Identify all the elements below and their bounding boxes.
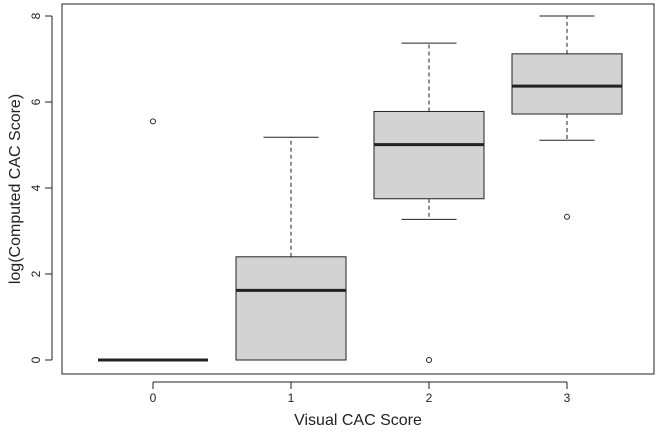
outlier-point (426, 357, 432, 363)
y-tick-label: 6 (29, 98, 43, 105)
x-tick-label: 3 (564, 391, 571, 405)
x-tick-label: 1 (288, 391, 295, 405)
plot-frame (61, 3, 655, 375)
box-group-3 (511, 15, 623, 220)
x-axis: 0 1 2 3 (150, 381, 571, 405)
y-tick-label: 2 (29, 270, 43, 277)
box-iqr (511, 53, 623, 115)
outlier-point (564, 213, 570, 220)
box-group-1 (235, 136, 347, 361)
box-iqr (235, 256, 347, 361)
x-tick-label: 0 (150, 391, 157, 405)
box-iqr (373, 110, 485, 200)
y-axis-title: log(Computed CAC Score) (7, 94, 24, 284)
box-series (98, 15, 623, 363)
x-tick-label: 2 (426, 391, 433, 405)
box-group-0 (98, 118, 208, 362)
y-tick-label: 8 (29, 12, 43, 19)
y-tick-label: 0 (29, 356, 43, 363)
x-axis-title: Visual CAC Score (294, 412, 422, 429)
y-tick-label: 4 (29, 184, 43, 191)
box-group-2 (373, 42, 485, 363)
outlier-point (150, 118, 156, 125)
y-axis: 0 2 4 6 8 (29, 12, 53, 363)
